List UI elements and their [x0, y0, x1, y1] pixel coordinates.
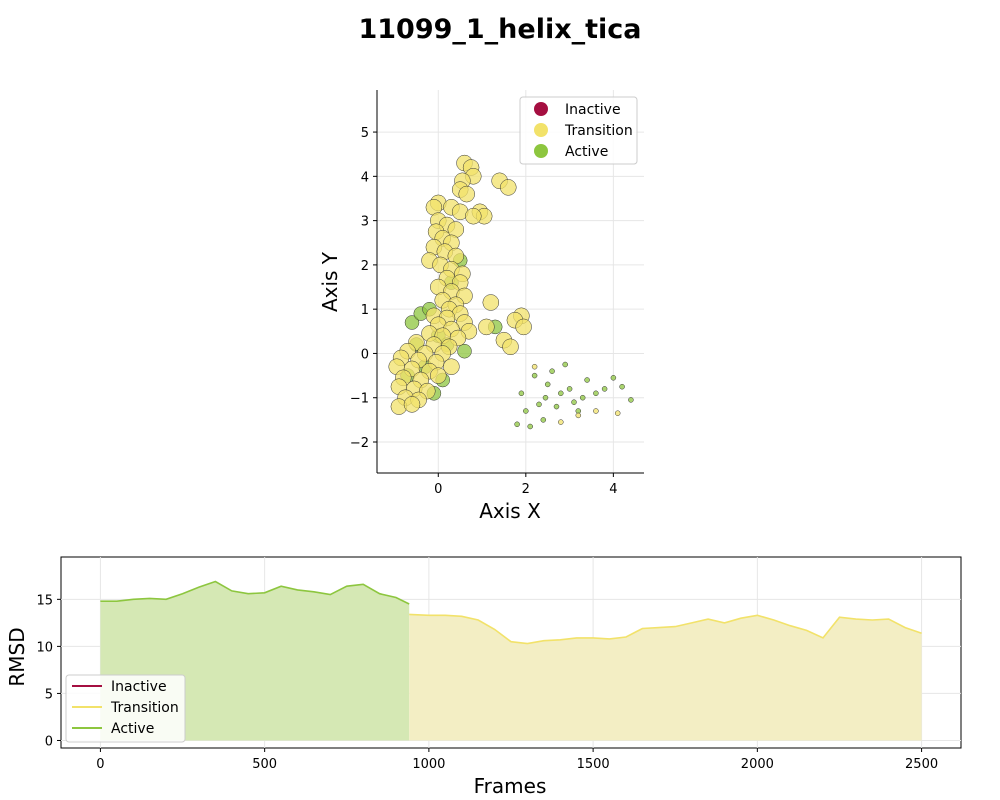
scatter-point-transition: [558, 419, 564, 425]
scatter-point-active: [457, 343, 472, 359]
scatter-point-transition: [465, 207, 482, 225]
rmsd-lines: [100, 580, 922, 645]
rmsd-x-tick-label: 0: [96, 757, 104, 772]
scatter-y-tick-label: 2: [361, 259, 369, 274]
scatter-legend-inactive: Inactive: [565, 102, 621, 118]
scatter-point-active: [571, 399, 577, 405]
rmsd-legend-inactive: Inactive: [111, 679, 167, 695]
scatter-x-label: Axis X: [479, 499, 541, 523]
scatter-point-active: [566, 386, 573, 392]
rmsd-frame: [60, 556, 962, 749]
scatter-point-active: [542, 394, 549, 401]
legend-marker-inactive: [534, 102, 548, 116]
rmsd-x-tick-label: 1500: [577, 757, 610, 772]
rmsd-legend-transition: Transition: [110, 700, 179, 716]
rmsd-x-tick-label: 2500: [905, 757, 938, 772]
rmsd-legend-active: Active: [111, 721, 154, 737]
scatter-point-active: [584, 377, 590, 383]
scatter-point-transition: [500, 179, 517, 196]
scatter-panel: 0 2 4 −2 −1 0 1 2 3 4 5 Axis X Axis Y Inactive Tra…: [318, 90, 644, 523]
scatter-point-active: [544, 381, 551, 388]
scatter-point-active: [404, 315, 420, 330]
scatter-x-tick-label: 4: [609, 482, 617, 497]
legend-marker-active: [534, 144, 548, 158]
rmsd-line-active: [100, 580, 410, 605]
scatter-y-label: Axis Y: [318, 251, 342, 312]
scatter-legend-transition: Transition: [564, 123, 633, 139]
rmsd-fill: [100, 581, 922, 741]
scatter-point-active: [601, 386, 608, 392]
scatter-point-active: [553, 403, 560, 410]
scatter-point-active: [593, 390, 599, 397]
scatter-y-tick-label: 1: [361, 303, 369, 318]
scatter-point-active: [523, 408, 529, 414]
figure-title: 11099_1_helix_tica: [358, 14, 641, 45]
scatter-x-tick-label: 0: [434, 482, 442, 497]
scatter-point-active: [628, 397, 634, 403]
scatter-x-tick-label: 2: [522, 482, 530, 497]
rmsd-panel: 0 500 1000 1500 2000 2500 0 5 10 15 Frames RMSD I…: [5, 556, 962, 798]
scatter-point-transition: [614, 410, 621, 416]
scatter-point-transition: [478, 318, 495, 336]
scatter-y-tick-label: −1: [350, 392, 369, 407]
legend-marker-transition: [534, 123, 548, 137]
scatter-points: [388, 154, 634, 430]
scatter-point-transition: [482, 294, 500, 311]
scatter-point-active: [610, 375, 617, 381]
rmsd-legend: Inactive Transition Active: [65, 674, 186, 743]
rmsd-y-tick-label: 5: [45, 687, 53, 702]
scatter-point-transition: [575, 412, 582, 419]
rmsd-y-label: RMSD: [5, 627, 29, 686]
rmsd-y-tick-label: 15: [36, 593, 53, 608]
rmsd-x-tick-label: 2000: [741, 757, 774, 772]
scatter-point-active: [562, 361, 568, 368]
scatter-point-active: [619, 383, 625, 390]
scatter-point-active: [531, 372, 538, 379]
rmsd-y-tick-label: 10: [36, 640, 53, 655]
scatter-y-tick-label: 3: [361, 215, 369, 230]
scatter-y-tick-label: 0: [361, 347, 369, 362]
scatter-point-active: [514, 421, 520, 428]
rmsd-x-tick-label: 1000: [412, 757, 445, 772]
scatter-legend-box: [519, 96, 638, 165]
scatter-ticks: 0 2 4 −2 −1 0 1 2 3 4 5: [350, 126, 618, 497]
rmsd-x-tick-label: 500: [252, 757, 277, 772]
rmsd-x-label: Frames: [474, 774, 547, 798]
rmsd-y-tick-label: 0: [45, 734, 53, 749]
scatter-point-active: [579, 394, 586, 401]
scatter-y-tick-label: 4: [361, 170, 369, 185]
scatter-point-transition: [430, 367, 447, 384]
scatter-point-transition: [403, 396, 421, 413]
scatter-point-transition: [593, 408, 599, 414]
rmsd-legend-box: [65, 674, 186, 743]
scatter-y-tick-label: 5: [361, 126, 369, 141]
scatter-point-active: [540, 417, 547, 423]
rmsd-ticks: 0 500 1000 1500 2000 2500 0 5 10 15: [36, 593, 938, 772]
scatter-point-active: [549, 368, 555, 374]
scatter-legend-active: Active: [565, 144, 608, 160]
scatter-point-active: [518, 390, 525, 397]
scatter-point-transition: [531, 363, 538, 370]
scatter-point-transition: [515, 318, 532, 336]
scatter-y-tick-label: −2: [350, 436, 369, 451]
rmsd-fill-transition: [409, 614, 922, 741]
scatter-point-active: [536, 401, 542, 408]
scatter-point-transition: [502, 338, 519, 356]
scatter-point-transition: [443, 358, 460, 375]
scatter-point-active: [558, 390, 564, 397]
scatter-point-transition: [458, 185, 475, 203]
rmsd-line-transition: [409, 613, 922, 645]
scatter-legend: Inactive Transition Active: [519, 96, 638, 165]
scatter-point-active: [527, 423, 533, 430]
